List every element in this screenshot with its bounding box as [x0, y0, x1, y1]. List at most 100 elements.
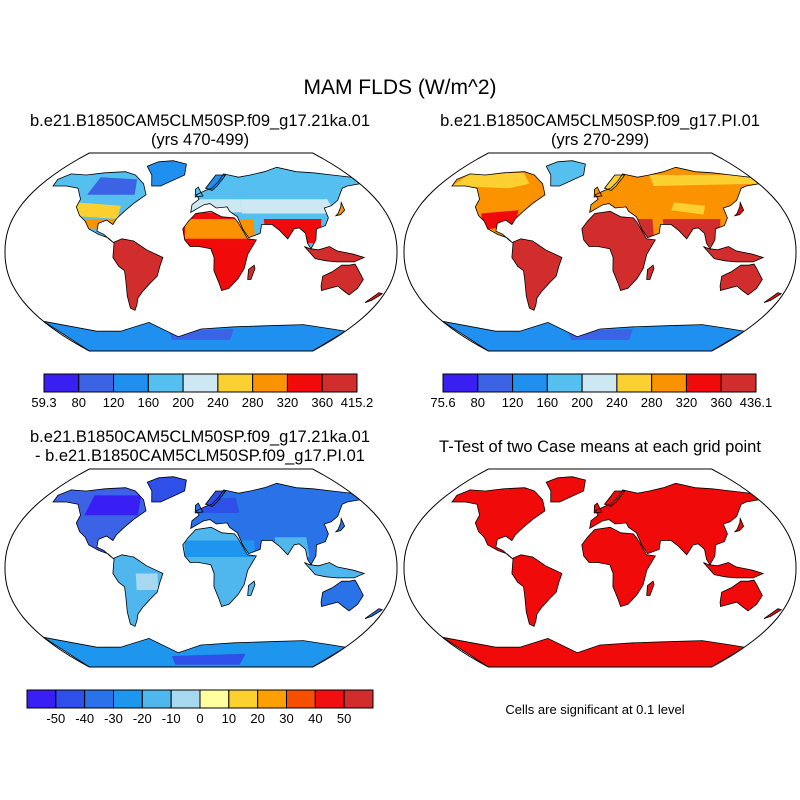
colorbar-tick-label: -50 — [46, 711, 66, 726]
coastline — [304, 562, 366, 579]
colorbar-box — [651, 373, 687, 393]
land-indonesia — [304, 246, 365, 262]
colorbar-tick-label: 200 — [571, 395, 593, 410]
coastline — [763, 608, 783, 619]
colorbar-tick-label: 360 — [311, 395, 334, 410]
colorbar-panel-2 — [442, 373, 757, 393]
colorbar-tick-label: 50 — [336, 711, 352, 726]
value-region — [171, 653, 246, 665]
value-region — [649, 175, 759, 186]
land-greenland — [546, 476, 586, 502]
coastline — [646, 264, 655, 280]
colorbar-tick-label: 436.1 — [739, 395, 773, 410]
land-newzealand — [764, 608, 782, 619]
land-samerica — [112, 554, 163, 627]
colorbar-box — [84, 689, 115, 709]
coastline — [719, 263, 763, 296]
map-panel-3 — [4, 468, 398, 668]
land-antarctica — [43, 637, 346, 667]
colorbar-panel-3 — [26, 689, 374, 709]
land-australia — [720, 264, 763, 295]
colorbar-box — [43, 373, 80, 393]
colorbar-box — [477, 373, 514, 393]
coastline — [146, 160, 187, 187]
colorbar-box — [343, 689, 374, 709]
colorbar-tick-label: 280 — [241, 395, 264, 410]
colorbar-tick-label: 240 — [606, 395, 628, 410]
main-title: MAM FLDS (W/m^2) — [303, 76, 497, 99]
coastline — [581, 526, 656, 607]
coastline — [763, 292, 783, 303]
colorbar-tick-label: 240 — [207, 395, 229, 410]
land-namerica — [452, 171, 545, 244]
colorbar-tick-label: 360 — [710, 395, 733, 410]
land-africa — [581, 527, 656, 607]
coastline — [733, 200, 745, 217]
colorbar-tick-label: 59.3 — [31, 395, 57, 410]
colorbar-tick-label: 30 — [279, 711, 294, 726]
colorbar-box — [286, 689, 316, 709]
colorbar-tick-label: 280 — [640, 395, 663, 410]
colorbar-tick-label: 0 — [196, 711, 204, 726]
value-region — [671, 202, 706, 215]
coastline — [593, 186, 603, 198]
colorbar-box — [182, 373, 219, 393]
coastline — [703, 562, 765, 579]
coastline — [589, 166, 760, 250]
coastline — [703, 246, 765, 263]
value-region — [87, 177, 138, 195]
land-australia — [720, 580, 763, 611]
land-antarctica — [442, 637, 745, 667]
coastline — [190, 166, 361, 250]
panel-1-title: b.e21.B1850CAM5CLM50SP.f09_g17.21ka.01 (… — [0, 112, 400, 150]
panel-2-title: b.e21.B1850CAM5CLM50SP.f09_g17.PI.01 (yr… — [400, 112, 800, 150]
coastline — [112, 554, 164, 627]
map-panel-1 — [4, 152, 398, 352]
colorbar-box — [199, 689, 230, 709]
colorbar-box — [26, 689, 57, 709]
coastline — [204, 174, 227, 191]
colorbar-tick-label: 20 — [250, 711, 265, 726]
value-region — [71, 202, 121, 219]
land-namerica — [452, 487, 545, 560]
value-region — [135, 573, 159, 590]
coastline — [719, 579, 763, 612]
land-greenland — [147, 160, 187, 186]
colorbar-box — [252, 373, 288, 393]
coastline — [146, 476, 187, 503]
colorbar-box — [147, 373, 184, 393]
colorbar-tick-label: 415.2 — [340, 395, 374, 410]
colorbar-tick-label: 320 — [276, 395, 299, 410]
coastline — [204, 490, 227, 507]
land-newzealand — [764, 292, 782, 303]
coastline — [334, 200, 346, 217]
coastline — [451, 487, 546, 560]
colorbar-box — [314, 689, 345, 709]
land-indonesia — [304, 562, 365, 578]
coastline — [511, 238, 563, 311]
colorbar-box — [228, 689, 259, 709]
panel-1-title-line2: (yrs 470-499) — [150, 131, 250, 149]
map-border — [403, 468, 797, 668]
significance-note: Cells are significant at 0.1 level — [505, 702, 685, 717]
coastline — [603, 490, 626, 507]
value-region — [184, 219, 256, 239]
coastline — [593, 502, 603, 514]
coastline — [603, 174, 626, 191]
value-region — [201, 497, 240, 513]
coastline — [364, 608, 384, 619]
colorbar-box — [512, 373, 548, 393]
coastline — [247, 264, 256, 280]
coastline — [545, 160, 586, 187]
colorbar-box — [581, 373, 618, 393]
colorbar-box — [286, 373, 323, 393]
map-panel-2 — [403, 152, 797, 352]
colorbar-tick-label: 80 — [71, 395, 86, 410]
colorbar-tick-label: 10 — [221, 711, 237, 726]
coastline — [581, 210, 656, 291]
coastline — [52, 487, 147, 560]
colorbar-box — [546, 373, 583, 393]
coastline — [320, 263, 364, 296]
coastline — [589, 482, 760, 566]
colorbar-tick-label: -40 — [75, 711, 95, 726]
